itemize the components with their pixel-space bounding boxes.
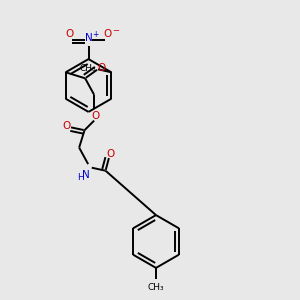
Text: CH₃: CH₃ (148, 283, 164, 292)
Text: O: O (104, 29, 112, 39)
Text: N: N (85, 33, 93, 43)
Text: N: N (82, 170, 90, 180)
Text: +: + (92, 30, 98, 39)
Text: O: O (92, 111, 100, 121)
Text: O: O (62, 121, 71, 131)
Text: O: O (106, 148, 115, 159)
Text: O: O (65, 29, 73, 39)
Text: −: − (112, 26, 119, 35)
Text: O: O (97, 63, 106, 74)
Text: H: H (78, 173, 84, 182)
Text: CH₃: CH₃ (80, 64, 96, 73)
